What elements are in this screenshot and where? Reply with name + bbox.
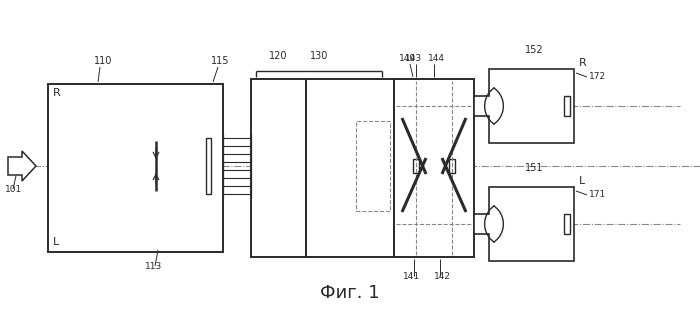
Text: 171: 171 [589, 190, 606, 199]
Text: 151: 151 [525, 163, 543, 173]
Bar [564, 96, 570, 116]
Bar [394, 79, 474, 257]
Text: 110: 110 [94, 56, 112, 66]
Bar [564, 214, 570, 234]
Bar [251, 79, 306, 257]
Text: 143: 143 [405, 54, 423, 63]
Text: 152: 152 [525, 45, 543, 55]
Text: Фиг. 1: Фиг. 1 [320, 284, 380, 302]
Bar [356, 121, 390, 211]
Polygon shape [474, 187, 574, 261]
Text: 142: 142 [433, 272, 451, 281]
Polygon shape [474, 69, 574, 143]
Polygon shape [8, 151, 36, 181]
Text: 141: 141 [403, 272, 421, 281]
Text: 172: 172 [589, 72, 606, 81]
Text: L: L [579, 176, 585, 186]
Bar [413, 159, 419, 173]
Bar [206, 138, 211, 194]
Bar [48, 84, 223, 252]
Text: 130: 130 [310, 51, 328, 61]
Text: 144: 144 [428, 54, 444, 63]
Text: 101: 101 [5, 185, 22, 194]
Text: 113: 113 [146, 262, 162, 271]
Text: R: R [579, 58, 587, 68]
Text: L: L [53, 237, 60, 247]
Bar [306, 79, 394, 257]
Text: 115: 115 [211, 56, 230, 66]
Text: R: R [53, 88, 61, 98]
Text: 120: 120 [270, 51, 288, 61]
Bar [449, 159, 455, 173]
Text: 149: 149 [400, 54, 416, 63]
